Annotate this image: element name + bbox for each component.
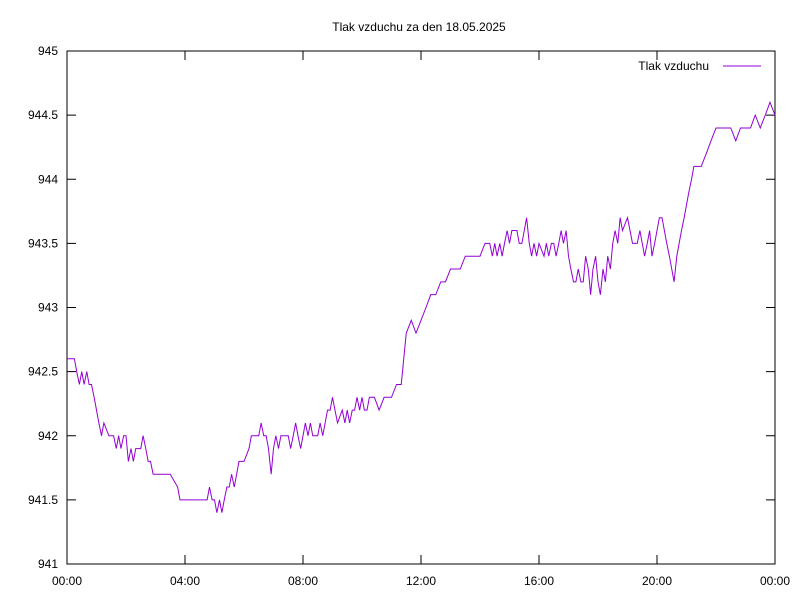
y-tick-label: 945: [38, 44, 58, 58]
x-axis: 00:00 04:00 08:00 12:00 16:00 20:00 00:00: [52, 51, 790, 588]
y-tick-label: 941.5: [28, 493, 58, 507]
x-tick-label: 16:00: [524, 574, 554, 588]
chart-title: Tlak vzduchu za den 18.05.2025: [332, 20, 506, 34]
y-tick-label: 943: [38, 301, 58, 315]
y-tick-label: 941: [38, 557, 58, 571]
x-tick-label: 20:00: [642, 574, 672, 588]
x-tick-label: 04:00: [170, 574, 200, 588]
x-tick-label: 00:00: [52, 574, 82, 588]
y-tick-label: 944: [38, 172, 58, 186]
plot-frame: [66, 50, 776, 565]
y-tick-label: 943.5: [28, 236, 58, 250]
legend: Tlak vzduchu: [638, 59, 761, 73]
x-tick-label: 08:00: [288, 574, 318, 588]
y-tick-label: 944.5: [28, 108, 58, 122]
legend-label: Tlak vzduchu: [638, 59, 709, 73]
x-tick-label: 00:00: [760, 574, 790, 588]
y-tick-label: 942.5: [28, 365, 58, 379]
series-line-tlak-vzduchu: [67, 100, 776, 513]
y-tick-label: 942: [38, 429, 58, 443]
x-tick-label: 12:00: [406, 574, 436, 588]
y-axis: 941 941.5 942 942.5 943 943.5 944 944.5 945: [28, 44, 775, 571]
